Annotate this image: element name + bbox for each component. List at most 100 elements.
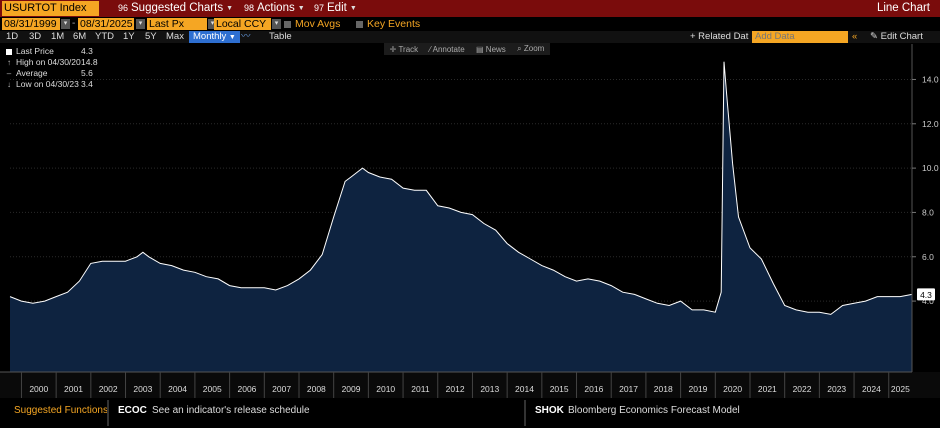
x-tick-label: 2008 bbox=[307, 384, 326, 394]
period-1y[interactable]: 1Y bbox=[123, 31, 135, 42]
footer: Suggested Functions ECOC See an indicato… bbox=[0, 398, 940, 428]
price-chart: 4.0 6.0 8.0 10.0 12.0 14.0 2000 2001 2002 2003 200… bbox=[0, 44, 940, 398]
key-events-label: Key Events bbox=[367, 18, 421, 30]
checkbox-icon bbox=[284, 20, 291, 28]
y-tick-label: 14.0 bbox=[922, 74, 939, 84]
chart-kind-label: Line Chart bbox=[876, 2, 930, 14]
news-icon: ▤ bbox=[476, 44, 484, 54]
x-tick-label: 2009 bbox=[342, 384, 361, 394]
legend-value: 5.6 bbox=[81, 68, 93, 78]
actions-menu[interactable]: 98 Actions ▼ bbox=[244, 0, 305, 17]
legend-row-average: – Average 5.6 bbox=[6, 68, 101, 79]
edit-icon: 97 bbox=[314, 3, 325, 13]
annotate-label: Annotate bbox=[432, 44, 465, 54]
y-tick-label: 12.0 bbox=[922, 119, 939, 129]
x-tick-label: 2003 bbox=[133, 384, 152, 394]
footer-divider bbox=[107, 400, 109, 426]
edit-chart-button[interactable]: ✎ Edit Chart bbox=[870, 31, 923, 43]
news-label: News bbox=[485, 44, 506, 54]
start-date-input[interactable]: 08/31/1999 bbox=[2, 18, 60, 30]
down-arrow-icon: ↓ bbox=[7, 80, 11, 89]
x-tick-label: 2025 bbox=[891, 384, 910, 394]
x-tick-label: 2020 bbox=[723, 384, 742, 394]
shok-description[interactable]: Bloomberg Economics Forecast Model bbox=[568, 405, 740, 416]
x-tick-label: 2010 bbox=[376, 384, 395, 394]
calendar-dropdown-icon[interactable]: ▾ bbox=[61, 19, 70, 29]
add-data-input[interactable]: Add Data bbox=[752, 31, 848, 43]
frequency-select[interactable]: Monthly ▼ bbox=[189, 31, 240, 44]
field-select[interactable]: Last Px bbox=[147, 18, 207, 30]
currency-dropdown-icon[interactable]: ▾ bbox=[272, 19, 281, 29]
legend-value: 4.3 bbox=[81, 46, 93, 56]
zoom-tool[interactable]: ⌕ Zoom bbox=[517, 44, 544, 54]
frequency-label: Monthly bbox=[193, 31, 227, 42]
chevron-down-icon: ▼ bbox=[297, 5, 305, 12]
footer-divider bbox=[524, 400, 526, 426]
y-tick-label: 8.0 bbox=[922, 207, 934, 217]
x-tick-label: 2014 bbox=[515, 384, 534, 394]
dash-icon: – bbox=[6, 69, 12, 78]
news-tool[interactable]: ▤ News bbox=[476, 45, 506, 54]
period-5y[interactable]: 5Y bbox=[145, 31, 157, 42]
series-line bbox=[9, 61, 913, 315]
track-tool[interactable]: ✛ Track bbox=[390, 45, 418, 54]
period-3d[interactable]: 3D bbox=[29, 31, 42, 42]
ecoc-function[interactable]: ECOC bbox=[118, 405, 147, 416]
annotate-tool[interactable]: ⁄ Annotate bbox=[430, 45, 465, 54]
period-6m[interactable]: 6M bbox=[73, 31, 87, 42]
chevron-down-icon: ▼ bbox=[228, 34, 236, 41]
period-row: 1D 3D 1M 6M YTD 1Y 5Y Max Monthly ▼ 〰 Ta… bbox=[0, 31, 940, 44]
edit-menu[interactable]: 97 Edit ▼ bbox=[314, 0, 357, 17]
table-button[interactable]: Table bbox=[269, 31, 292, 42]
chart-area[interactable]: 4.0 6.0 8.0 10.0 12.0 14.0 2000 2001 2002 2003 200… bbox=[0, 43, 940, 398]
calendar-dropdown-icon[interactable]: ▾ bbox=[136, 19, 145, 29]
actions-icon: 98 bbox=[244, 3, 255, 13]
title-bar: USURTOT Index 96 Suggested Charts ▼ 98 A… bbox=[0, 0, 940, 17]
legend-label: Low on 04/30/23 bbox=[16, 79, 79, 89]
edit-label: Edit bbox=[327, 2, 347, 14]
period-max[interactable]: Max bbox=[166, 31, 184, 42]
x-tick-label: 2011 bbox=[411, 384, 430, 394]
pen-icon: ⁄ bbox=[429, 44, 431, 54]
x-tick-label: 2018 bbox=[654, 384, 673, 394]
related-data-label[interactable]: + Related Dat bbox=[690, 31, 749, 42]
x-tick-label: 2019 bbox=[688, 384, 707, 394]
up-arrow-icon: ↑ bbox=[7, 58, 11, 67]
ticker-input[interactable]: USURTOT Index bbox=[2, 1, 99, 16]
legend: Last Price 4.3 ↑ High on 04/30/20 14.8 – A… bbox=[6, 46, 101, 90]
collapse-icon[interactable]: « bbox=[852, 31, 858, 42]
legend-row-last: Last Price 4.3 bbox=[6, 46, 101, 57]
charts-icon: 96 bbox=[118, 3, 129, 13]
field-row: 08/31/1999 ▾ - 08/31/2025 ▾ Last Px ▾ Lo… bbox=[0, 17, 940, 31]
x-tick-label: 2023 bbox=[827, 384, 846, 394]
legend-value: 14.8 bbox=[81, 57, 98, 67]
period-ytd[interactable]: YTD bbox=[95, 31, 114, 42]
suggested-charts-menu[interactable]: 96 Suggested Charts ▼ bbox=[118, 0, 233, 17]
period-1m[interactable]: 1M bbox=[51, 31, 65, 42]
x-tick-label: 2005 bbox=[203, 384, 222, 394]
shok-function[interactable]: SHOK bbox=[535, 405, 564, 416]
suggested-functions-label[interactable]: Suggested Functions bbox=[14, 405, 108, 416]
x-axis-band bbox=[0, 372, 940, 398]
field-dropdown-icon[interactable]: ▾ bbox=[208, 19, 217, 29]
mov-avgs-toggle[interactable]: Mov Avgs bbox=[284, 17, 340, 31]
key-events-toggle[interactable]: Key Events bbox=[356, 17, 420, 31]
x-tick-label: 2024 bbox=[862, 384, 881, 394]
square-marker-icon bbox=[6, 48, 12, 55]
last-value-tag bbox=[917, 288, 935, 301]
x-tick-label: 2004 bbox=[168, 384, 187, 394]
legend-row-low: ↓ Low on 04/30/23 3.4 bbox=[6, 79, 101, 90]
currency-select[interactable]: Local CCY bbox=[214, 18, 271, 30]
pencil-icon: ✎ bbox=[870, 31, 878, 42]
legend-row-high: ↑ High on 04/30/20 14.8 bbox=[6, 57, 101, 68]
x-tick-label: 2013 bbox=[480, 384, 499, 394]
x-tick-label: 2017 bbox=[619, 384, 638, 394]
chart-type-icon[interactable]: 〰 bbox=[241, 31, 251, 42]
date-separator: - bbox=[72, 18, 76, 29]
ecoc-description[interactable]: See an indicator's release schedule bbox=[152, 405, 310, 416]
end-date-input[interactable]: 08/31/2025 bbox=[78, 18, 134, 30]
x-tick-label: 2000 bbox=[29, 384, 48, 394]
x-tick-label: 2022 bbox=[793, 384, 812, 394]
period-1d[interactable]: 1D bbox=[6, 31, 19, 42]
zoom-label: Zoom bbox=[523, 44, 545, 53]
